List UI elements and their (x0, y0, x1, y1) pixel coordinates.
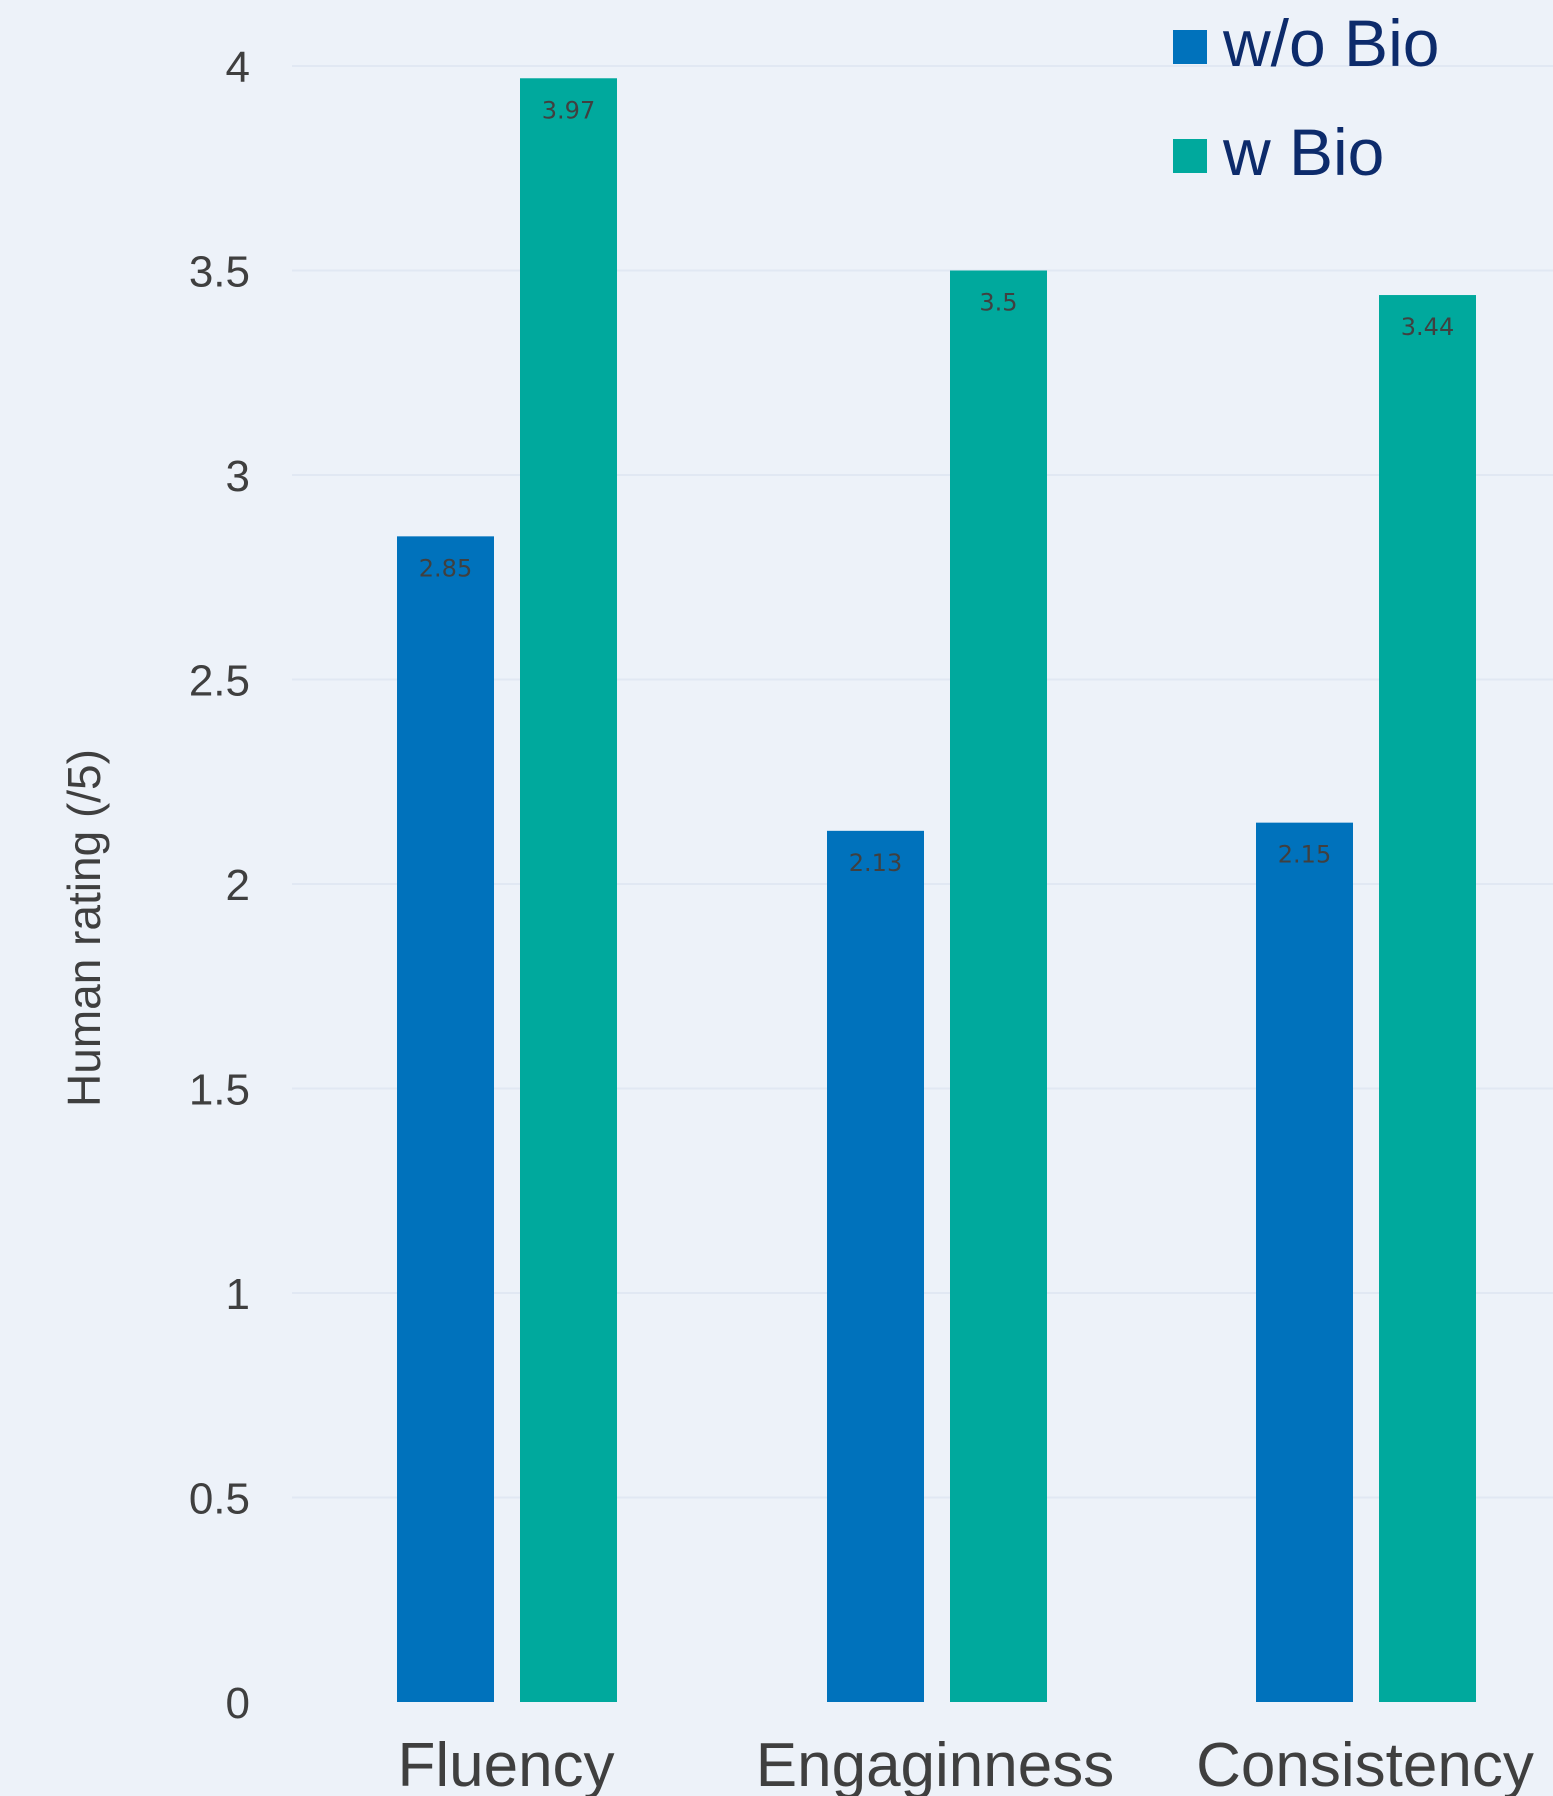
bar (1379, 295, 1476, 1702)
y-tick-label: 2 (226, 861, 250, 910)
data-label: 3.97 (542, 96, 595, 124)
legend-swatch (1173, 139, 1207, 173)
bar (950, 270, 1047, 1702)
y-tick-label: 2.5 (189, 657, 250, 706)
x-tick-label: Fluency (397, 1731, 614, 1796)
y-axis-label: Human rating (/5) (58, 749, 110, 1107)
data-label: 2.85 (419, 554, 472, 582)
y-tick-label: 1 (226, 1270, 250, 1319)
bar (397, 536, 494, 1702)
bar (520, 78, 617, 1702)
bar (1256, 822, 1353, 1702)
data-label: 3.5 (979, 289, 1017, 317)
legend-swatch (1173, 30, 1207, 64)
data-label: 2.15 (1278, 841, 1331, 869)
y-tick-label: 0 (226, 1679, 250, 1728)
y-tick-label: 1.5 (189, 1066, 250, 1115)
x-tick-label: Consistency (1196, 1731, 1534, 1796)
y-tick-label: 3 (226, 452, 250, 501)
bar (827, 830, 924, 1702)
legend-entry: w/o Bio (1222, 6, 1439, 80)
y-tick-label: 3.5 (189, 248, 250, 297)
y-tick-label: 4 (226, 43, 250, 92)
legend-entry: w Bio (1222, 115, 1384, 189)
x-tick-label: Engaginness (756, 1731, 1115, 1796)
y-tick-label: 0.5 (189, 1475, 250, 1524)
data-label: 2.13 (849, 849, 902, 877)
data-label: 3.44 (1401, 313, 1454, 341)
